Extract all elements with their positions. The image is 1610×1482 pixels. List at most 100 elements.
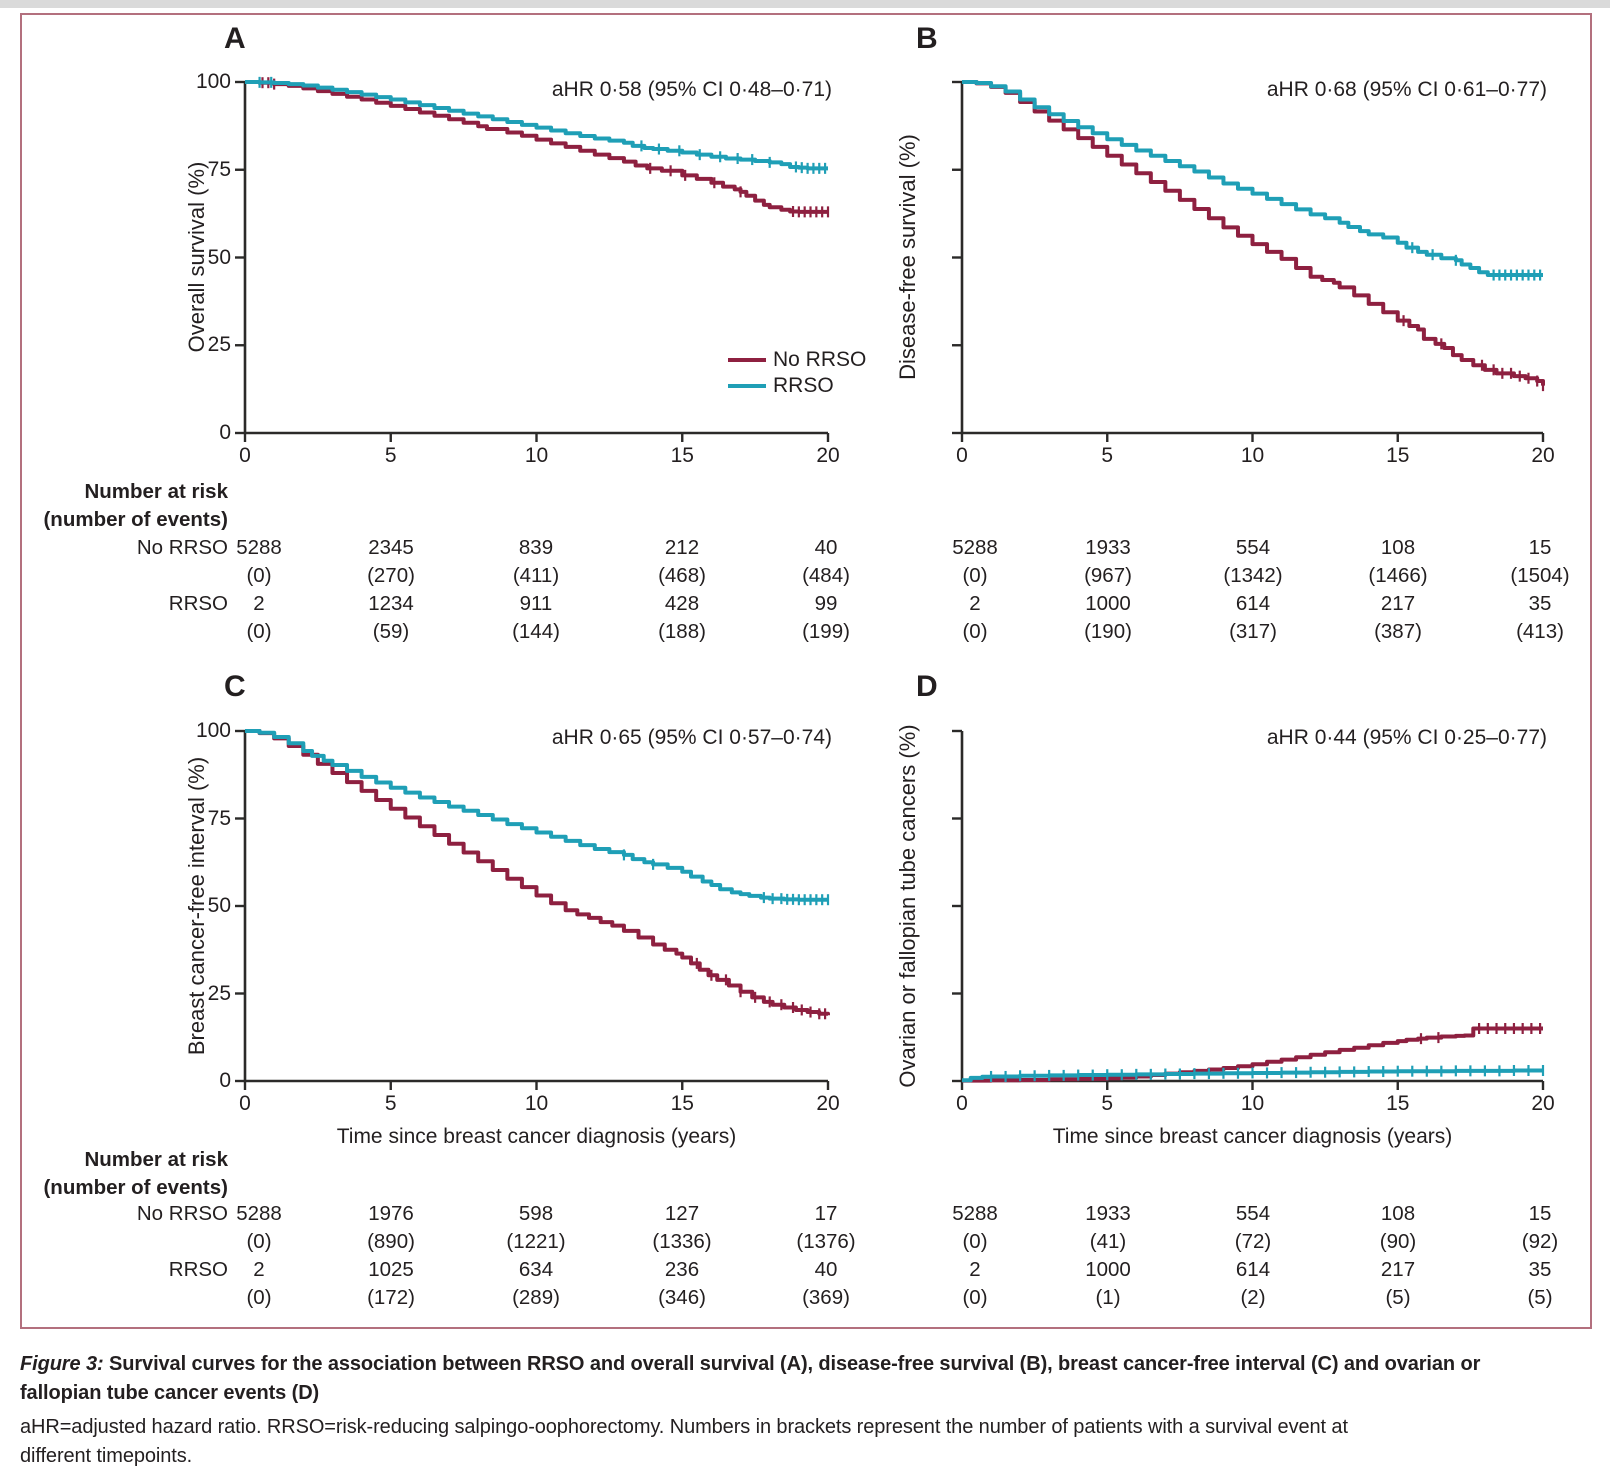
risk-events-cell: (0)	[962, 620, 988, 643]
risk-events-cell: (0)	[962, 1286, 988, 1309]
risk-table-header-line2: (number of events)	[43, 508, 228, 531]
risk-count-cell: 2345	[368, 536, 414, 559]
risk-events-cell: (0)	[246, 1286, 272, 1309]
risk-table-header-line2: (number of events)	[43, 1176, 228, 1199]
y-tick-label-a: 0	[219, 421, 231, 444]
risk-events-cell: (1504)	[1510, 564, 1570, 587]
panel-b-plot	[952, 80, 1545, 442]
risk-count-cell: 40	[814, 1258, 838, 1281]
risk-count-cell: 598	[518, 1202, 554, 1225]
risk-count-cell: 5288	[236, 536, 282, 559]
risk-count-cell: 1234	[368, 592, 414, 615]
x-tick-label-d: 10	[1240, 1092, 1265, 1115]
y-tick-label-a: 25	[207, 333, 231, 357]
page-edge-strip	[0, 0, 1610, 8]
panel-letter-b: B	[916, 22, 938, 55]
ahr-annotation-c: aHR 0·65 (95% CI 0·57–0·74)	[551, 726, 832, 749]
x-tick-label-b: 20	[1531, 444, 1555, 467]
caption-title-line2: fallopian tube cancer events (D)	[20, 1382, 320, 1404]
legend-label: No RRSO	[773, 348, 867, 371]
risk-events-cell: (967)	[1084, 564, 1132, 587]
risk-count-cell: 1025	[368, 1258, 414, 1281]
y-tick-label-a: 50	[207, 245, 231, 269]
risk-events-cell: (270)	[367, 564, 415, 587]
risk-events-cell: (387)	[1374, 620, 1422, 643]
risk-count-cell: 1976	[368, 1202, 414, 1225]
caption-note-line2: different timepoints.	[20, 1445, 193, 1467]
risk-events-cell: (92)	[1521, 1230, 1559, 1253]
risk-events-cell: (289)	[512, 1286, 560, 1309]
x-tick-label-b: 10	[1240, 444, 1265, 467]
y-axis-title-c: Breast cancer-free interval (%)	[184, 756, 209, 1056]
risk-row-label-no-rrso: No RRSO	[136, 536, 228, 559]
y-axis-title-d: Ovarian or fallopian tube cancers (%)	[895, 724, 920, 1088]
axes-c	[243, 731, 828, 1083]
legend-item-no-rrso: No RRSO	[728, 348, 866, 372]
risk-count-cell: 1000	[1085, 592, 1131, 615]
risk-count-cell: 839	[518, 536, 554, 559]
risk-count-cell: 99	[814, 592, 838, 615]
risk-count-cell: 108	[1380, 536, 1416, 559]
figure-caption: Figure 3: Survival curves for the associ…	[20, 1350, 1598, 1471]
x-tick-label-d: 5	[1101, 1092, 1114, 1115]
risk-events-cell: (190)	[1084, 620, 1132, 643]
legend-line-swatch	[728, 358, 766, 362]
x-tick-label-a: 15	[670, 444, 694, 467]
risk-count-cell: 911	[519, 592, 553, 615]
panel-c-plot	[235, 729, 830, 1090]
axes-d	[960, 731, 1543, 1083]
x-tick-label-a: 5	[384, 444, 397, 467]
risk-count-cell: 1933	[1085, 536, 1131, 559]
x-axis-title-c: Time since breast cancer diagnosis (year…	[336, 1125, 737, 1148]
risk-events-cell: (144)	[512, 620, 560, 643]
x-tick-label-b: 15	[1386, 444, 1410, 467]
risk-events-cell: (1342)	[1223, 564, 1283, 587]
panel-a-plot	[235, 76, 830, 442]
risk-count-cell: 15	[1528, 536, 1552, 559]
risk-events-cell: (41)	[1089, 1230, 1127, 1253]
x-axis-title-d: Time since breast cancer diagnosis (year…	[1052, 1125, 1453, 1148]
risk-count-cell: 108	[1380, 1202, 1416, 1225]
legend-item-rrso: RRSO	[728, 374, 834, 398]
y-axis-title-b: Disease-free survival (%)	[895, 134, 920, 380]
risk-events-cell: (5)	[1385, 1286, 1411, 1309]
x-tick-label-b: 5	[1101, 444, 1114, 467]
panel-letter-a: A	[224, 22, 246, 55]
risk-events-cell: (59)	[372, 620, 410, 643]
risk-events-cell: (1376)	[796, 1230, 856, 1253]
risk-count-cell: 614	[1235, 592, 1271, 615]
risk-events-cell: (0)	[246, 1230, 272, 1253]
risk-events-cell: (1336)	[652, 1230, 712, 1253]
y-tick-label-c: 75	[207, 806, 231, 830]
x-tick-label-d: 20	[1531, 1092, 1555, 1115]
risk-count-cell: 1000	[1085, 1258, 1131, 1281]
y-axis-title-a: Overall survival (%)	[184, 161, 209, 353]
risk-events-cell: (2)	[1240, 1286, 1266, 1309]
legend-label: RRSO	[773, 374, 834, 397]
x-tick-label-d: 0	[956, 1092, 968, 1115]
risk-events-cell: (411)	[512, 564, 560, 587]
y-tick-label-c: 25	[207, 981, 231, 1005]
x-tick-label-c: 20	[816, 1092, 840, 1115]
curve-no-rrso-b	[962, 80, 1545, 386]
x-tick-label-b: 0	[956, 444, 968, 467]
risk-count-cell: 35	[1528, 1258, 1552, 1281]
risk-events-cell: (1221)	[506, 1230, 566, 1253]
ahr-annotation-a: aHR 0·58 (95% CI 0·48–0·71)	[551, 78, 832, 101]
risk-row-label-rrso: RRSO	[168, 1258, 228, 1281]
risk-count-cell: 127	[664, 1202, 700, 1225]
risk-events-cell: (0)	[246, 564, 272, 587]
panel-letter-c: C	[224, 670, 246, 703]
risk-events-cell: (199)	[802, 620, 850, 643]
x-tick-label-d: 15	[1386, 1092, 1410, 1115]
figure-border-box	[20, 13, 1592, 1329]
risk-events-cell: (468)	[658, 564, 706, 587]
legend-line-swatch	[728, 384, 766, 388]
risk-row-label-no-rrso: No RRSO	[136, 1202, 228, 1225]
risk-count-cell: 236	[664, 1258, 700, 1281]
curve-rrso-b	[962, 80, 1543, 278]
x-tick-label-a: 20	[816, 444, 840, 467]
risk-count-cell: 554	[1235, 536, 1271, 559]
